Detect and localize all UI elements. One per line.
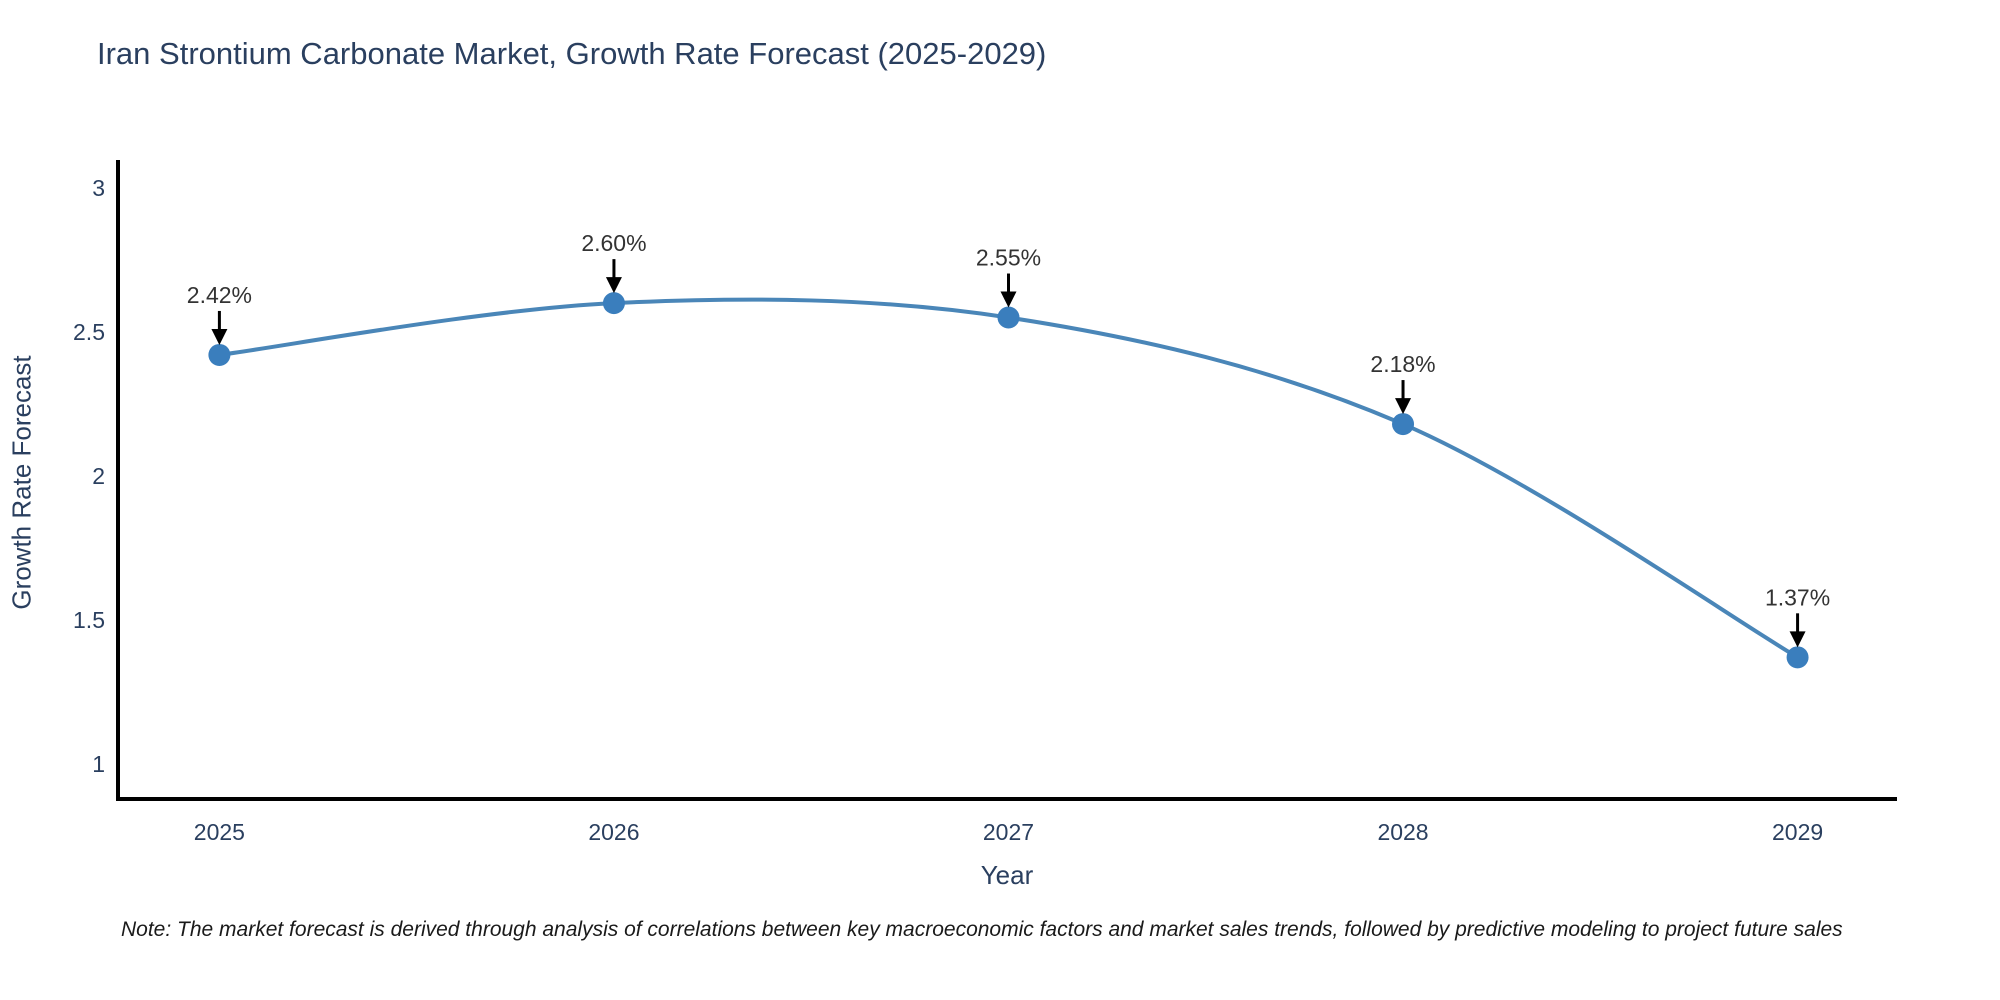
data-point-marker — [602, 292, 625, 315]
y-axis-title: Growth Rate Forecast — [6, 355, 37, 610]
point-annotation: 1.37% — [1765, 584, 1830, 610]
annotation-arrowhead — [211, 328, 228, 345]
y-tick-label: 3 — [92, 175, 105, 201]
y-tick-label: 1.5 — [73, 607, 105, 633]
point-annotation: 2.60% — [581, 230, 646, 256]
data-point-marker — [1786, 646, 1809, 669]
chart-title: Iran Strontium Carbonate Market, Growth … — [97, 36, 1047, 71]
y-tick-label: 1 — [92, 751, 105, 777]
x-tick-label: 2025 — [194, 819, 245, 845]
data-point-marker — [1392, 413, 1415, 436]
annotation-arrowhead — [605, 277, 622, 294]
annotation-arrowhead — [1395, 398, 1412, 415]
point-annotation: 2.42% — [187, 282, 252, 308]
forecast-line — [219, 297, 1799, 660]
annotation-arrowhead — [1789, 631, 1806, 648]
point-annotation: 2.18% — [1370, 351, 1435, 377]
data-point-marker — [997, 306, 1020, 329]
x-axis-title: Year — [980, 860, 1034, 890]
x-tick-label: 2027 — [983, 819, 1034, 845]
annotation-arrowhead — [1000, 291, 1017, 308]
x-tick-label: 2026 — [588, 819, 639, 845]
y-tick-label: 2.5 — [73, 319, 105, 345]
x-tick-label: 2029 — [1772, 819, 1823, 845]
x-tick-label: 2028 — [1377, 819, 1428, 845]
chart-footnote: Note: The market forecast is derived thr… — [121, 918, 1843, 941]
data-point-marker — [208, 343, 231, 366]
y-tick-label: 2 — [92, 463, 105, 489]
point-annotation: 2.55% — [976, 245, 1041, 271]
